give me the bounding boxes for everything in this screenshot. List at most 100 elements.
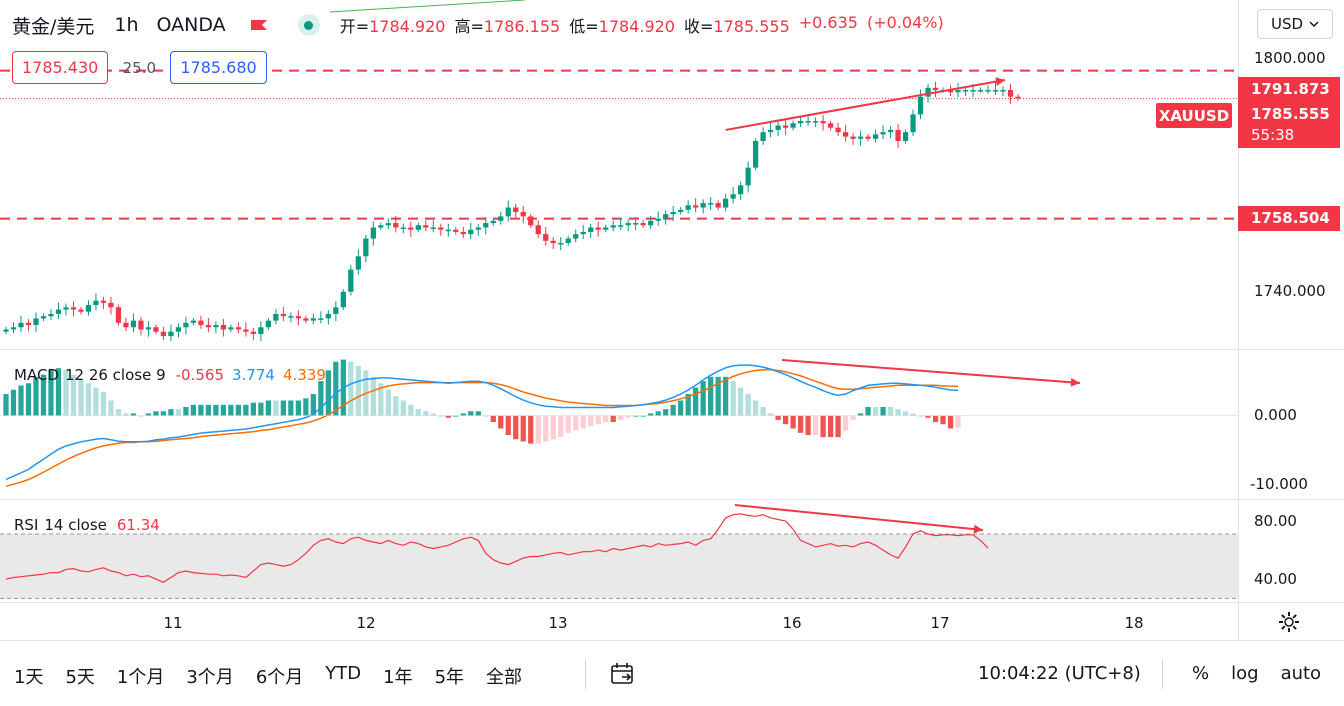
macd-histogram-bar [558,415,564,438]
macd-histogram-bar [205,404,212,416]
candle-body [423,225,429,228]
candle-body [183,322,189,328]
macd-histogram-bar [880,406,886,416]
lower-level-tag: 1758.504 [1238,206,1340,231]
macd-histogram-bar [213,404,219,416]
candle-body [513,207,519,212]
trend-line-green [329,0,526,13]
candle-body [273,313,279,321]
macd-histogram-bar [333,361,339,416]
candle-body [340,291,346,308]
candle-body [633,223,639,225]
macd-histogram-bar [250,402,257,416]
candle-body [18,322,24,328]
clock-timezone[interactable]: 10:04:22 (UTC+8) [978,663,1141,684]
macd-histogram-bar [168,409,174,416]
calendar-goto-icon[interactable] [610,662,636,686]
macd-histogram-bar [153,411,159,416]
bottom-toolbar: 1天 5天 1个月 3个月 6个月 YTD 1年 5年 全部 10:04:22 … [0,640,1344,706]
sell-button[interactable]: 1785.430 [12,51,109,84]
currency-select[interactable]: USD [1257,9,1333,39]
macd-histogram-bar [85,383,92,416]
candle-body [977,90,984,92]
macd-histogram-bar [3,394,9,416]
macd-histogram-bar [685,394,691,416]
candle-body [812,121,819,123]
range-6m[interactable]: 6个月 [255,667,304,688]
candle-body [917,96,924,115]
buy-button[interactable]: 1785.680 [170,51,267,84]
candle-body [910,114,916,133]
percent-scale-toggle[interactable]: % [1192,663,1210,684]
rsi-value: 61.34 [116,516,160,534]
candle-body [48,313,54,317]
candle-body [693,205,699,208]
macd-histogram-bar [123,413,129,416]
range-3m[interactable]: 3个月 [186,667,234,688]
log-scale-toggle[interactable]: log [1231,663,1259,684]
candle-body [393,223,399,228]
candle-body [827,123,834,128]
macd-histogram-bar [468,411,474,416]
range-5y[interactable]: 5年 [434,667,465,688]
chart-canvas[interactable] [0,0,1344,640]
candle-body [415,225,421,230]
macd-histogram-bar [603,415,609,423]
macd-histogram-bar [100,391,107,416]
price-trend-arrow [725,79,1006,131]
macd-histogram-bar [857,413,864,416]
close-label: 收= [683,17,714,36]
macd-histogram-bar [10,389,17,416]
macd-line-value: 3.774 [232,366,275,384]
candle-body [753,141,759,168]
macd-histogram-bar [483,415,489,417]
macd-histogram-bar [955,415,961,428]
candle-body [670,211,676,215]
range-5d[interactable]: 5天 [65,667,95,688]
macd-histogram-bar [198,404,204,416]
rsi-legend[interactable]: RSI 14 close 61.34 [14,516,160,534]
candle-body [505,207,511,217]
range-1y[interactable]: 1年 [383,667,413,688]
macd-histogram-bar [25,383,32,416]
candle-body [475,227,481,230]
candle-body [310,318,316,321]
candle-body [895,129,901,142]
macd-histogram-bar [738,387,744,416]
range-1m[interactable]: 1个月 [116,667,165,688]
macd-histogram-bar [243,404,249,416]
macd-histogram-bar [693,387,699,416]
range-all[interactable]: 全部 [486,667,523,688]
candle-body [880,132,886,135]
macd-histogram-bar [438,415,444,417]
high-value: 1786.155 [483,17,561,36]
toolbar-divider-2 [1162,659,1163,689]
macd-histogram-bar [573,415,579,431]
macd-title: MACD [14,366,59,384]
candle-body [850,136,856,139]
candle-body [603,227,609,230]
candle-body [992,90,999,92]
range-1d[interactable]: 1天 [14,667,44,688]
macd-histogram-bar [700,381,706,416]
rsi-line [5,513,989,583]
auto-scale-toggle[interactable]: auto [1280,663,1322,684]
candle-body [663,214,669,219]
macd-histogram-bar [678,400,684,416]
toolbar-divider [585,659,586,689]
macd-legend[interactable]: MACD 12 26 close 9 -0.565 3.774 4.339 [14,366,326,384]
macd-histogram-bar [453,415,459,417]
gear-icon[interactable] [1278,611,1300,633]
time-label-13: 13 [548,614,568,632]
macd-histogram-bar [318,381,324,416]
flag-icon[interactable] [250,19,268,31]
range-ytd[interactable]: YTD [325,663,362,684]
candle-body [303,318,309,321]
interval-label[interactable]: 1h [114,14,139,36]
macd-histogram-bar [385,389,391,416]
symbol-name[interactable]: 黄金/美元 [12,15,95,38]
candle-body [520,211,526,217]
candle-body [655,218,661,221]
macd-histogram-bar [408,404,414,416]
